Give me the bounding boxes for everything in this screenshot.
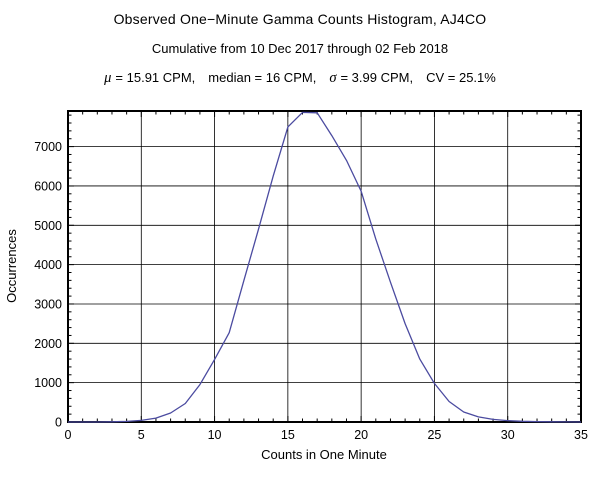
- y-tick-label: 4000: [34, 258, 62, 272]
- stats-line: μ = 15.91 CPM, median = 16 CPM, σ = 3.99…: [0, 70, 600, 87]
- y-tick-label: 6000: [34, 179, 62, 193]
- y-tick-label: 0: [55, 416, 62, 430]
- x-tick-label: 15: [281, 428, 295, 442]
- plot-frame: [67, 110, 582, 423]
- plot-area: 0 5 10 15 20 25 30 35 0 1000 2000 3000 4000 5000 6000 7…: [34, 110, 588, 442]
- sigma-value: = 3.99 CPM,: [340, 70, 414, 85]
- y-tick-label: 7000: [34, 140, 62, 154]
- chart-title: Observed One−Minute Gamma Counts Histogr…: [113, 11, 487, 27]
- x-axis-title: Counts in One Minute: [261, 447, 387, 462]
- mu-value: = 15.91 CPM,: [115, 70, 196, 85]
- x-tick-label: 20: [354, 428, 368, 442]
- mu-symbol: μ: [104, 70, 112, 86]
- y-axis-title: Occurrences: [4, 229, 19, 303]
- y-tick-label: 3000: [34, 297, 62, 311]
- x-tick-label: 30: [501, 428, 515, 442]
- x-tick-label: 35: [574, 428, 588, 442]
- sigma-symbol: σ: [329, 70, 337, 86]
- y-tick-label: 2000: [34, 337, 62, 351]
- x-tick-label: 5: [138, 428, 145, 442]
- chart-subtitle: Cumulative from 10 Dec 2017 through 02 F…: [151, 41, 449, 56]
- y-tick-label: 1000: [34, 376, 62, 390]
- x-tick-label: 10: [208, 428, 222, 442]
- x-tick-label: 0: [65, 428, 72, 442]
- cv-value: CV = 25.1%: [426, 70, 496, 85]
- median-value: median = 16 CPM,: [208, 70, 317, 85]
- x-tick-label: 25: [427, 428, 441, 442]
- y-tick-label: 5000: [34, 219, 62, 233]
- histogram-curve: [68, 111, 582, 423]
